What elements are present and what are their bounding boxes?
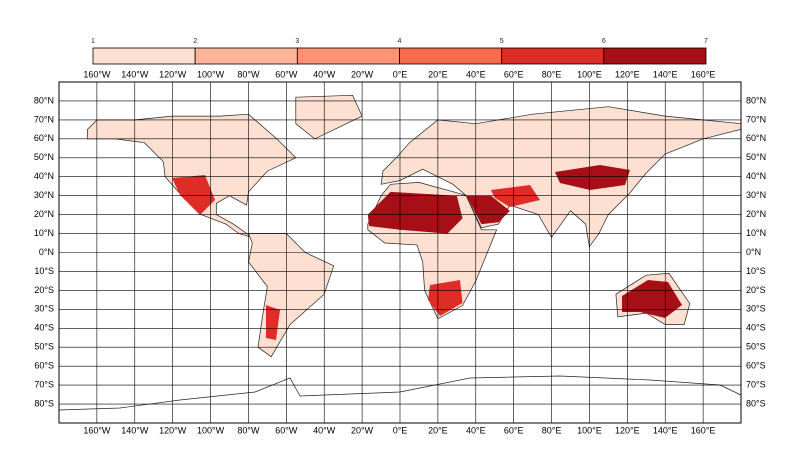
southwest-us bbox=[172, 175, 215, 215]
lon-tick-label: 20°E bbox=[428, 425, 448, 435]
lon-tick-label: 0°E bbox=[393, 425, 408, 435]
lat-tick-label: 40°S bbox=[34, 323, 54, 333]
colorbar-segment bbox=[399, 47, 503, 65]
lon-tick-label: 120°E bbox=[615, 69, 640, 79]
colorbar: 1 2 3 4 5 6 7 bbox=[91, 38, 708, 65]
lat-tick-label: 80°S bbox=[34, 398, 54, 408]
lon-tick-label: 80°E bbox=[542, 69, 562, 79]
lon-tick-label: 160°E bbox=[691, 425, 716, 435]
colorbar-segment bbox=[92, 47, 196, 65]
lon-tick-label: 40°E bbox=[466, 69, 486, 79]
lon-tick-label: 80°W bbox=[237, 425, 260, 435]
colorbar-label: 4 bbox=[398, 38, 402, 45]
lon-tick-label: 120°E bbox=[615, 425, 640, 435]
lat-tick-label: 10°N bbox=[34, 228, 54, 238]
lon-tick-label: 80°E bbox=[542, 425, 562, 435]
map-frame bbox=[58, 81, 742, 424]
lat-tick-label: 80°N bbox=[34, 95, 54, 105]
lat-tick-label: 70°N bbox=[34, 114, 54, 124]
lat-tick-label: 10°N bbox=[746, 228, 766, 238]
antarctica bbox=[58, 375, 742, 411]
lat-tick-label: 40°N bbox=[746, 171, 766, 181]
colorbar-segment bbox=[603, 47, 707, 65]
central-asia bbox=[555, 165, 630, 190]
lat-tick-label: 30°N bbox=[34, 190, 54, 200]
lon-tick-label: 140°E bbox=[653, 425, 678, 435]
greenland bbox=[295, 94, 363, 140]
lat-tick-label: 20°S bbox=[746, 285, 766, 295]
lon-tick-label: 40°E bbox=[466, 425, 486, 435]
patagonia bbox=[266, 305, 280, 340]
lat-tick-label: 60°N bbox=[34, 133, 54, 143]
lat-tick-label: 30°S bbox=[746, 304, 766, 314]
southern-africa bbox=[428, 280, 463, 316]
lat-tick-label: 70°N bbox=[746, 114, 766, 124]
lon-tick-label: 160°W bbox=[83, 69, 111, 79]
lat-tick-label: 70°S bbox=[746, 379, 766, 389]
colorbar-label: 3 bbox=[295, 38, 299, 45]
north-america bbox=[87, 113, 297, 238]
lat-tick-label: 50°S bbox=[34, 342, 54, 352]
graticule: 160°W 160°W 140°W 140°W 120°W 120°W 100°W 100°W… bbox=[34, 69, 766, 435]
lat-tick-label: 10°S bbox=[746, 266, 766, 276]
lon-tick-label: 40°W bbox=[313, 425, 336, 435]
colorbar-segment bbox=[501, 47, 605, 65]
colorbar-segment bbox=[296, 47, 400, 65]
colorbar-label: 6 bbox=[602, 38, 606, 45]
lat-tick-label: 20°N bbox=[746, 209, 766, 219]
lon-tick-label: 60°W bbox=[275, 69, 298, 79]
lat-tick-label: 50°N bbox=[34, 152, 54, 162]
colorbar-label: 1 bbox=[91, 38, 95, 45]
iran bbox=[490, 185, 540, 207]
lon-tick-label: 20°W bbox=[351, 425, 374, 435]
lon-tick-label: 0°E bbox=[393, 69, 408, 79]
lon-tick-label: 160°E bbox=[691, 69, 716, 79]
lon-tick-label: 100°E bbox=[577, 425, 602, 435]
south-america bbox=[247, 233, 335, 358]
lat-tick-label: 0°N bbox=[746, 247, 761, 257]
colorbar-label: 7 bbox=[704, 38, 708, 45]
lat-tick-label: 50°N bbox=[746, 152, 766, 162]
lat-tick-label: 80°N bbox=[746, 95, 766, 105]
colorbar-label: 2 bbox=[193, 38, 197, 45]
lon-tick-label: 140°E bbox=[653, 69, 678, 79]
lat-tick-label: 10°S bbox=[34, 266, 54, 276]
lon-tick-label: 100°E bbox=[577, 69, 602, 79]
lon-tick-label: 60°E bbox=[504, 69, 524, 79]
lon-tick-label: 100°W bbox=[197, 425, 225, 435]
australia-interior bbox=[622, 280, 682, 318]
lon-tick-label: 20°E bbox=[428, 69, 448, 79]
colorbar-segment bbox=[194, 47, 298, 65]
lon-tick-label: 120°W bbox=[159, 425, 187, 435]
lat-tick-label: 70°S bbox=[34, 379, 54, 389]
lat-tick-label: 20°S bbox=[34, 285, 54, 295]
lat-tick-label: 0°N bbox=[39, 247, 54, 257]
lat-tick-label: 60°S bbox=[34, 361, 54, 371]
lat-tick-label: 40°S bbox=[746, 323, 766, 333]
sahara bbox=[367, 191, 463, 234]
lon-tick-label: 140°W bbox=[121, 425, 149, 435]
lat-tick-label: 20°N bbox=[34, 209, 54, 219]
lat-tick-label: 30°S bbox=[34, 304, 54, 314]
lat-tick-label: 80°S bbox=[746, 398, 766, 408]
lat-tick-label: 60°N bbox=[746, 133, 766, 143]
lon-tick-label: 40°W bbox=[313, 69, 336, 79]
lat-tick-label: 30°N bbox=[746, 190, 766, 200]
lon-tick-label: 80°W bbox=[237, 69, 260, 79]
colorbar-label: 5 bbox=[500, 38, 504, 45]
lat-tick-label: 40°N bbox=[34, 171, 54, 181]
lon-tick-label: 100°W bbox=[197, 69, 225, 79]
lon-tick-label: 60°E bbox=[504, 425, 524, 435]
lon-tick-label: 120°W bbox=[159, 69, 187, 79]
arabia bbox=[466, 195, 510, 225]
lat-tick-label: 60°S bbox=[746, 361, 766, 371]
lon-tick-label: 20°W bbox=[351, 69, 374, 79]
lat-tick-label: 50°S bbox=[746, 342, 766, 352]
lon-tick-label: 60°W bbox=[275, 425, 298, 435]
lon-tick-label: 140°W bbox=[121, 69, 149, 79]
lon-tick-label: 160°W bbox=[83, 425, 111, 435]
